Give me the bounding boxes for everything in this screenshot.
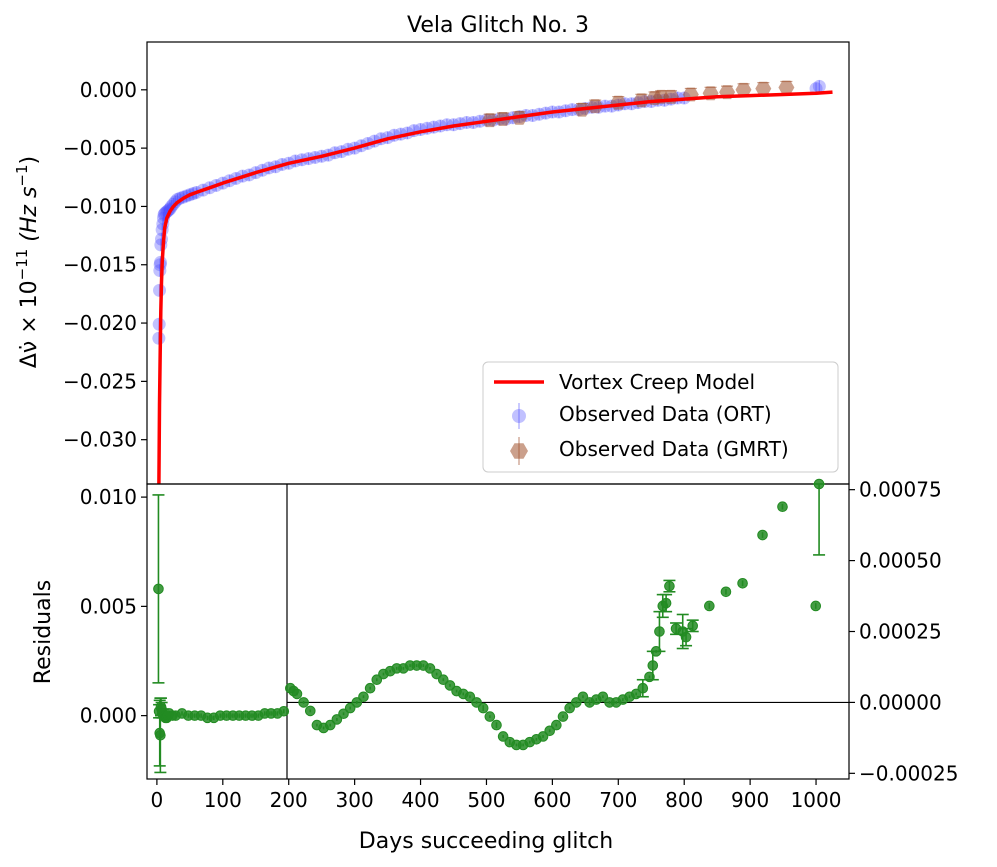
residual-point (687, 620, 699, 632)
residual-panel: 0.000 0.005 0.010 −0.00025 0.00000 0.00025 0.… (80, 478, 959, 812)
residual-point (557, 711, 569, 722)
legend-label-gmrt: Observed Data (GMRT) (559, 437, 789, 461)
residual-point (338, 708, 349, 720)
y-title-unit-exponent: −1 (13, 164, 31, 186)
x-tick-label: 0 (151, 788, 164, 812)
residual-right-y-tick-label: 0.00050 (859, 549, 942, 573)
top-y-tick-label: −0.010 (63, 194, 137, 218)
residual-point (278, 705, 290, 717)
y-title-unit-close: ) (17, 156, 42, 165)
x-tick-label: 700 (599, 788, 637, 812)
gmrt-point (778, 80, 795, 95)
top-panel: 0.000 −0.005 −0.010 −0.015 −0.020 −0.025 −0.03… (63, 41, 850, 485)
residual-point (680, 631, 692, 643)
top-y-tick-label: −0.020 (63, 311, 137, 335)
residual-point (571, 697, 582, 708)
residual-point (431, 668, 442, 680)
residual-point (704, 600, 715, 612)
residual-point (471, 697, 482, 708)
residual-point (497, 731, 509, 742)
x-tick-label: 300 (336, 788, 374, 812)
top-y-tick-label: 0.000 (80, 78, 137, 102)
residual-point (777, 501, 788, 512)
residual-point (664, 580, 675, 592)
residual-point (757, 529, 768, 541)
x-tick-label: 400 (401, 788, 439, 812)
residual-point (564, 702, 575, 714)
legend-ort-swatch (512, 403, 526, 429)
top-y-tick-label: −0.025 (63, 369, 137, 393)
residual-left-y-tick-label: 0.000 (80, 704, 137, 728)
residual-point (484, 711, 496, 722)
residual-point (153, 583, 164, 595)
y-title-unit-open: (Hz s (17, 187, 42, 249)
residuals-axis-title: Residuals (31, 580, 56, 684)
x-tick-label: 500 (467, 788, 505, 812)
residual-left-y-tick-label: 0.005 (80, 594, 137, 618)
residual-point (491, 719, 502, 731)
ort-point (168, 195, 182, 209)
top-y-axis-title: Δν̇ × 10−11 (Hz s−1) (13, 156, 42, 368)
residual-point (647, 660, 659, 671)
residual-point (371, 674, 383, 686)
residual-point (424, 663, 436, 674)
ort-point (812, 79, 826, 93)
residual-right-y-tick-label: 0.00000 (859, 690, 942, 714)
x-tick-label: 600 (533, 788, 571, 812)
residual-point (291, 688, 303, 700)
residual-left-y-tick-label: 0.010 (80, 485, 137, 509)
top-y-tick-label: −0.015 (63, 253, 137, 277)
ort-point (170, 192, 184, 206)
residual-point (464, 691, 476, 703)
chart-title: Vela Glitch No. 3 (407, 13, 589, 38)
residual-point (577, 691, 589, 703)
residual-point (351, 697, 363, 708)
legend: Vortex Creep Model Observed Data (ORT) O… (482, 361, 839, 473)
x-tick-label: 900 (731, 788, 769, 812)
residual-point (597, 691, 609, 703)
model-curve (157, 90, 833, 485)
legend-gmrt-swatch (510, 437, 528, 465)
residual-point (298, 697, 309, 708)
legend-gmrt-marker (510, 443, 528, 459)
residual-point (331, 714, 343, 725)
y-title-exponent: −11 (13, 249, 31, 281)
residual-point (720, 586, 732, 598)
legend-ort-marker (512, 409, 526, 423)
top-y-tick-label: −0.030 (63, 428, 137, 452)
residual-point (155, 729, 166, 741)
residual-point (537, 731, 549, 742)
top-y-tick-label: −0.005 (63, 136, 137, 160)
x-tick-label: 100 (204, 788, 242, 812)
residual-right-y-tick-label: 0.00025 (859, 620, 942, 644)
residual-point (810, 600, 822, 612)
y-title-main: Δν̇ × 10 (17, 280, 42, 368)
residual-point (444, 680, 456, 691)
x-axis-title: Days succeeding glitch (359, 829, 613, 854)
legend-label-ort: Observed Data (ORT) (559, 402, 772, 426)
residual-point (324, 719, 336, 731)
legend-label-model: Vortex Creep Model (559, 370, 755, 394)
x-tick-label: 1000 (791, 788, 842, 812)
residual-point (660, 597, 672, 609)
gmrt-point (735, 82, 752, 97)
residual-point (654, 626, 665, 637)
residual-point (637, 682, 649, 694)
residual-point (344, 702, 356, 714)
x-tick-label: 800 (665, 788, 703, 812)
residual-point (477, 702, 489, 714)
residual-point (437, 674, 449, 686)
residual-point (358, 691, 369, 703)
residual-point (737, 577, 748, 589)
residual-right-y-tick-label: −0.00025 (859, 761, 958, 785)
residual-right-y-tick-label: 0.00075 (859, 478, 942, 502)
residual-point (304, 705, 316, 717)
residual-point (544, 725, 556, 737)
residual-point (364, 682, 376, 694)
x-tick-label: 200 (270, 788, 308, 812)
residual-point (813, 478, 825, 490)
residual-point (551, 719, 562, 731)
gmrt-point (755, 81, 772, 96)
